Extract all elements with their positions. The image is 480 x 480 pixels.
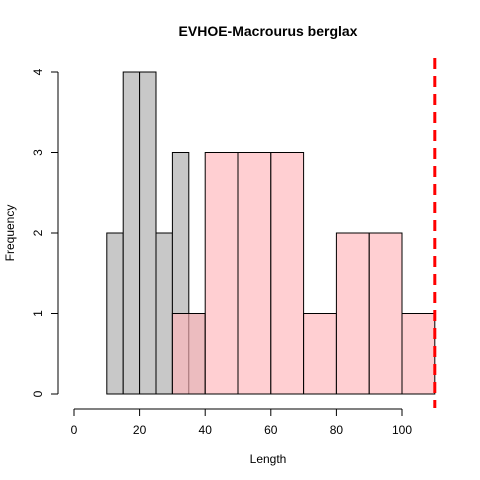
y-tick-label: 4 <box>31 68 45 75</box>
x-tick-label: 100 <box>392 423 412 437</box>
histogram-bar-series2-5 <box>303 313 337 395</box>
x-tick-label: 80 <box>330 423 344 437</box>
histogram-bar-series1-2 <box>122 71 141 395</box>
y-tick-label: 3 <box>31 149 45 156</box>
histogram-bar-series2-4 <box>270 152 305 395</box>
histogram-bar-series1-4 <box>155 232 173 395</box>
bars-layer <box>106 71 436 395</box>
x-axis-label: Length <box>250 452 287 466</box>
y-tick-label: 0 <box>31 390 45 397</box>
axes-layer: 0 20 40 60 80 100 0 1 2 3 4 <box>31 68 412 437</box>
x-tick-label: 20 <box>133 423 147 437</box>
histogram-bar-series1-1 <box>106 232 124 395</box>
y-axis-label: Frequency <box>3 205 17 262</box>
histogram-bar-series2-2 <box>204 152 239 395</box>
x-tick-label: 40 <box>199 423 213 437</box>
histogram-bar-series2-8 <box>401 313 436 395</box>
y-tick-label: 1 <box>31 310 45 317</box>
histogram-bar-series2-1 <box>171 313 206 395</box>
histogram-bar-series2-7 <box>368 232 403 395</box>
x-tick-label: 0 <box>71 423 78 437</box>
histogram-bar-series1-3 <box>139 71 157 395</box>
x-tick-label: 60 <box>264 423 278 437</box>
chart-title: EVHOE-Macrourus berglax <box>179 23 358 39</box>
histogram-bar-series2-3 <box>237 152 272 395</box>
histogram-bar-series2-6 <box>335 232 370 395</box>
y-tick-label: 2 <box>31 229 45 236</box>
